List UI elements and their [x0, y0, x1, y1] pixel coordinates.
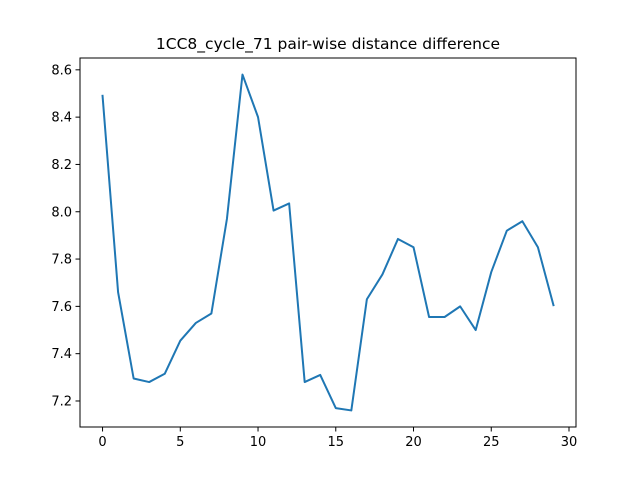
plot-area: 0 5 10 15 20 25 30 7.2 7.4 7.6 7.8 8.0 8.2 8.4 8.6 [51, 57, 578, 450]
x-tick-label: 10 [250, 435, 267, 450]
y-tick-label: 7.2 [51, 394, 72, 409]
y-tick-label: 8.2 [51, 158, 72, 173]
x-tick-label: 25 [483, 435, 500, 450]
y-tick-label: 7.4 [51, 347, 72, 362]
x-tick-label: 30 [561, 435, 578, 450]
x-tick-label: 5 [176, 435, 184, 450]
axes-frame [79, 57, 577, 428]
y-tick-label: 8.4 [51, 111, 72, 126]
x-tick-label: 20 [405, 435, 422, 450]
y-tick-label: 7.8 [51, 253, 72, 268]
y-tick-label: 8.6 [51, 63, 72, 78]
x-tick-label: 0 [98, 435, 106, 450]
x-tick-label: 15 [328, 435, 345, 450]
y-tick-label: 8.0 [51, 205, 72, 220]
chart-title: 1CC8_cycle_71 pair-wise distance differe… [156, 35, 500, 54]
y-tick-label: 7.6 [51, 300, 72, 315]
series-line-0 [101, 73, 555, 412]
